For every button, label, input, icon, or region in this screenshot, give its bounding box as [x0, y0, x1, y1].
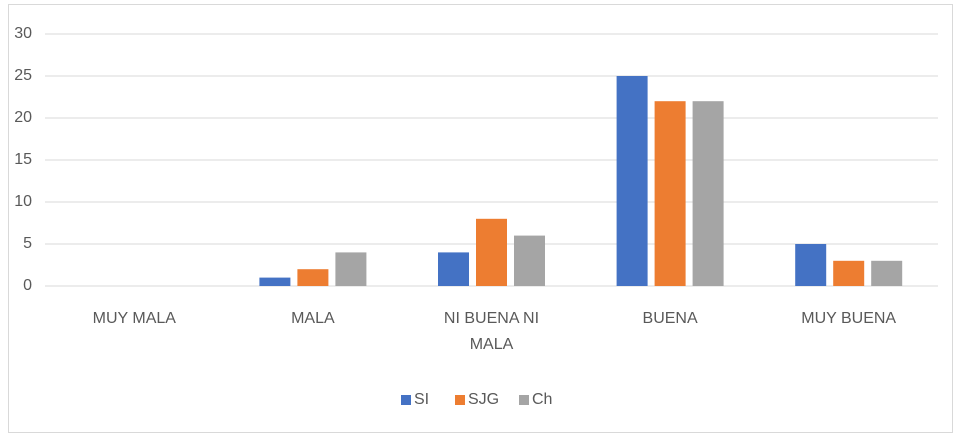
y-tick-label: 25: [14, 67, 32, 84]
legend-swatch: [455, 395, 465, 405]
legend-label: SJG: [468, 391, 499, 408]
x-tick-label: NI BUENA NI MALA: [443, 310, 540, 353]
legend-swatch: [519, 395, 529, 405]
bar: [297, 269, 329, 286]
y-tick-label: 0: [23, 277, 32, 294]
bar: [654, 101, 686, 286]
y-tick-label: 10: [14, 193, 32, 210]
legend-label: SI: [414, 391, 429, 408]
bar: [438, 252, 469, 286]
bar: [871, 260, 903, 286]
bar: [616, 76, 648, 286]
y-tick-label: 5: [23, 235, 32, 252]
legend-swatch: [401, 395, 411, 405]
bar: [795, 244, 827, 286]
x-tick-label: MUY BUENA: [801, 310, 897, 327]
bar: [833, 260, 865, 286]
x-tick-label: MUY MALA: [92, 310, 176, 327]
bar: [476, 218, 507, 286]
x-tick-label: MALA: [291, 310, 335, 327]
y-tick-label: 15: [14, 151, 32, 168]
bar: [259, 277, 291, 286]
y-tick-label: 30: [14, 25, 32, 42]
y-tick-label: 20: [14, 109, 32, 126]
legend-label: Ch: [532, 391, 552, 408]
bar: [335, 252, 367, 286]
bar: [692, 101, 724, 286]
x-tick-label: BUENA: [642, 310, 698, 327]
chart-border: [8, 4, 953, 433]
bar: [514, 235, 545, 286]
